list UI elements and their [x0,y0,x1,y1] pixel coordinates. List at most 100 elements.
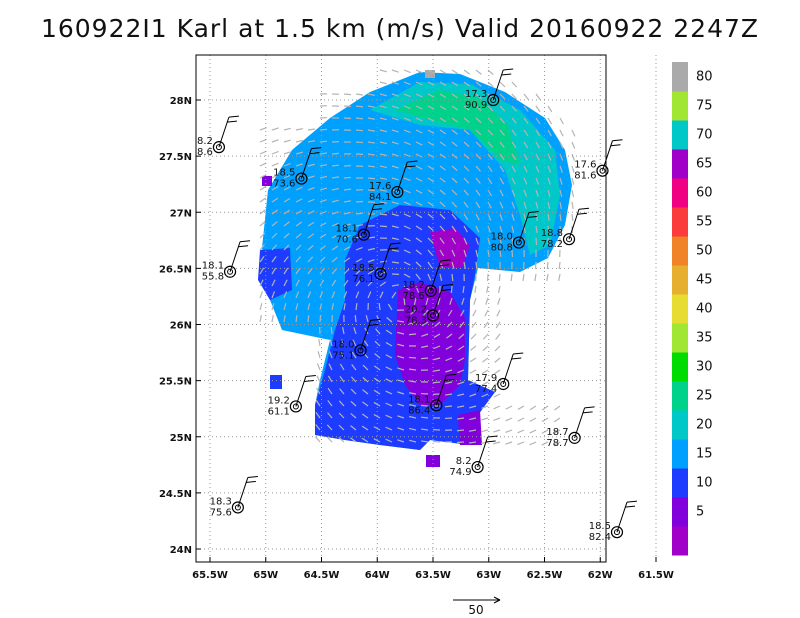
wind-arrow [535,177,540,185]
wind-arrow [499,237,503,245]
wind-arrow [367,236,376,239]
wind-arrow [511,105,517,112]
station-markers: 8.28.618.573.6 17.684.118.170.618.155.818… [197,68,638,543]
wind-arrow [547,225,550,234]
wind-arrow [559,153,564,161]
station-ring [391,185,404,199]
wind-arrow [535,105,541,113]
wind-arrow [482,357,489,363]
station-dot [571,434,578,441]
wind-arrow [481,405,489,409]
wind-arrow [391,153,399,157]
wind-arrow [535,93,541,100]
wind-arrow [493,369,501,375]
wind-arrow [444,393,453,396]
wind-arrow [391,284,400,287]
station-dot [298,175,305,182]
wind-arrow [259,315,262,323]
wind-arrow [319,152,328,155]
x-tick-label: 65W [253,570,278,581]
wind-arrow [547,129,552,137]
wind-arrow [391,249,399,252]
wind-arrow [487,81,494,88]
colorbar-label: 10 [696,476,713,491]
wind-arrow [283,139,291,143]
wind-arrow [451,117,459,123]
wind-arrow [559,117,564,125]
station-7: 18.278.6 [403,259,451,302]
station-1: 8.28.6 [197,115,239,158]
wind-arrow [315,411,321,419]
wind-arrow [463,105,470,111]
x-tick-label: 61.5W [638,570,674,581]
wind-arrow [451,141,458,147]
wind-arrow [343,291,348,299]
wind-arrow [463,189,469,196]
y-tick-label: 27N [170,208,192,219]
wind-arrow [451,177,458,184]
wind-arrow [391,201,399,205]
wind-arrow [379,81,387,85]
wind-arrow [469,357,477,363]
y-tick-label: 27.5N [159,152,192,163]
wind-arrow [379,105,387,109]
wind-arrow [271,221,278,227]
wind-arrow [343,211,351,215]
wind-arrow [271,291,276,299]
wind-arrow [482,333,489,340]
wind-barb-flag [405,165,416,168]
wind-arrow [331,222,339,227]
wind-arrow [511,93,518,100]
station-20: 18.582.4 [589,500,638,543]
station-label-top: 17.3 [465,89,487,100]
station-label-top: 17.6 [574,160,596,171]
wind-arrow [468,441,477,444]
wind-arrow [432,440,441,443]
wind-arrow [271,244,278,251]
wind-arrow [505,441,513,445]
station-label-top: 17.6 [369,181,391,192]
wind-arrow [451,105,459,111]
wind-arrow [499,129,505,136]
wind-arrow [364,327,369,335]
station-dot [474,464,481,471]
wind-arrow [295,314,298,323]
wind-arrow [505,405,513,410]
wind-arrow [487,117,494,124]
wind-arrow [307,128,316,131]
wind-arrow [451,249,456,257]
wind-arrow [338,424,345,431]
wind-arrow [283,162,291,167]
wind-arrow [295,209,303,215]
wind-arrow [546,261,549,270]
wind-arrow [415,273,421,280]
station-label-top: 20.2 [405,305,427,316]
wind-arrow [535,129,541,137]
station-label-top: 19.2 [268,395,290,406]
station-label-bottom: 55.8 [202,272,224,283]
wind-arrow [456,417,465,420]
y-tick-label: 26N [170,321,192,332]
wind-arrow [367,280,374,287]
station-label-bottom: 76.1 [352,274,374,285]
wind-arrow [497,297,501,305]
wind-arrow [386,317,393,323]
wind-arrow [523,189,528,197]
wind-arrow [415,141,423,146]
wind-arrow [425,297,429,305]
wind-arrow [283,209,291,215]
wind-arrow [331,245,339,251]
station-19: 18.375.6 [210,475,258,518]
wind-barb-flag [442,284,454,287]
station-label-bottom: 78.2 [541,239,563,250]
wind-arrow [355,246,363,251]
wind-arrow [499,153,505,161]
wind-arrow [331,187,339,191]
wind-arrow [463,129,470,136]
wind-arrow [451,201,458,208]
wind-barb-flag [245,480,256,483]
wind-arrow [415,117,423,122]
wind-arrow [319,175,327,179]
station-dot [394,189,401,196]
